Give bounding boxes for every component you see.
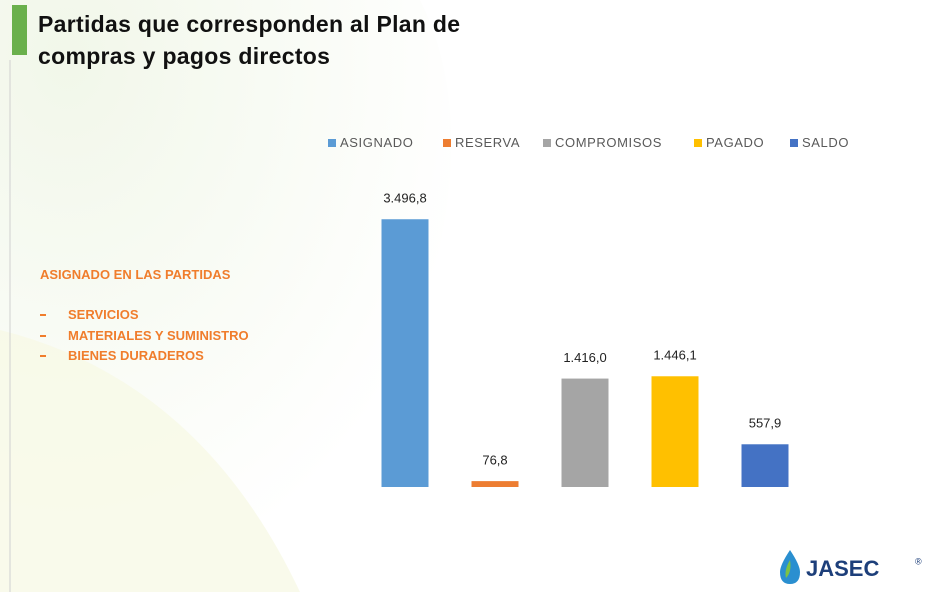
- annotation: MATERIALES Y SUMINISTRO: [68, 328, 249, 343]
- annotation: ASIGNADO EN LAS PARTIDAS: [40, 267, 231, 282]
- data-label: 1.446,1: [653, 348, 696, 363]
- legend-swatch: [443, 139, 451, 147]
- bar: [471, 481, 519, 487]
- bar: [651, 376, 699, 487]
- bullet: [40, 355, 46, 357]
- legend-swatch: [543, 139, 551, 147]
- annotation: SERVICIOS: [68, 307, 139, 322]
- annotation: BIENES DURADEROS: [68, 348, 204, 363]
- slide-title: Partidas que corresponden al Plan de com…: [38, 11, 461, 69]
- legend-swatch: [694, 139, 702, 147]
- title-accent: [12, 5, 27, 55]
- legend-label: ASIGNADO: [340, 135, 413, 150]
- logo-mark: ®: [915, 556, 922, 566]
- bullet: [40, 314, 46, 316]
- background-shape: [0, 330, 300, 592]
- legend-label: PAGADO: [706, 135, 764, 150]
- legend-label: RESERVA: [455, 135, 520, 150]
- data-label: 1.416,0: [563, 350, 606, 365]
- legend-label: COMPROMISOS: [555, 135, 662, 150]
- bar: [741, 444, 789, 487]
- bar: [561, 378, 609, 487]
- legend-swatch: [790, 139, 798, 147]
- data-label: 3.496,8: [383, 191, 426, 206]
- legend-swatch: [328, 139, 336, 147]
- bullet: [40, 335, 46, 337]
- bar: [381, 219, 429, 487]
- legend-label: SALDO: [802, 135, 849, 150]
- logo: JASEC: [806, 556, 879, 581]
- logo-icon: [780, 550, 800, 584]
- data-label: 557,9: [749, 416, 782, 431]
- data-label: 76,8: [482, 453, 507, 468]
